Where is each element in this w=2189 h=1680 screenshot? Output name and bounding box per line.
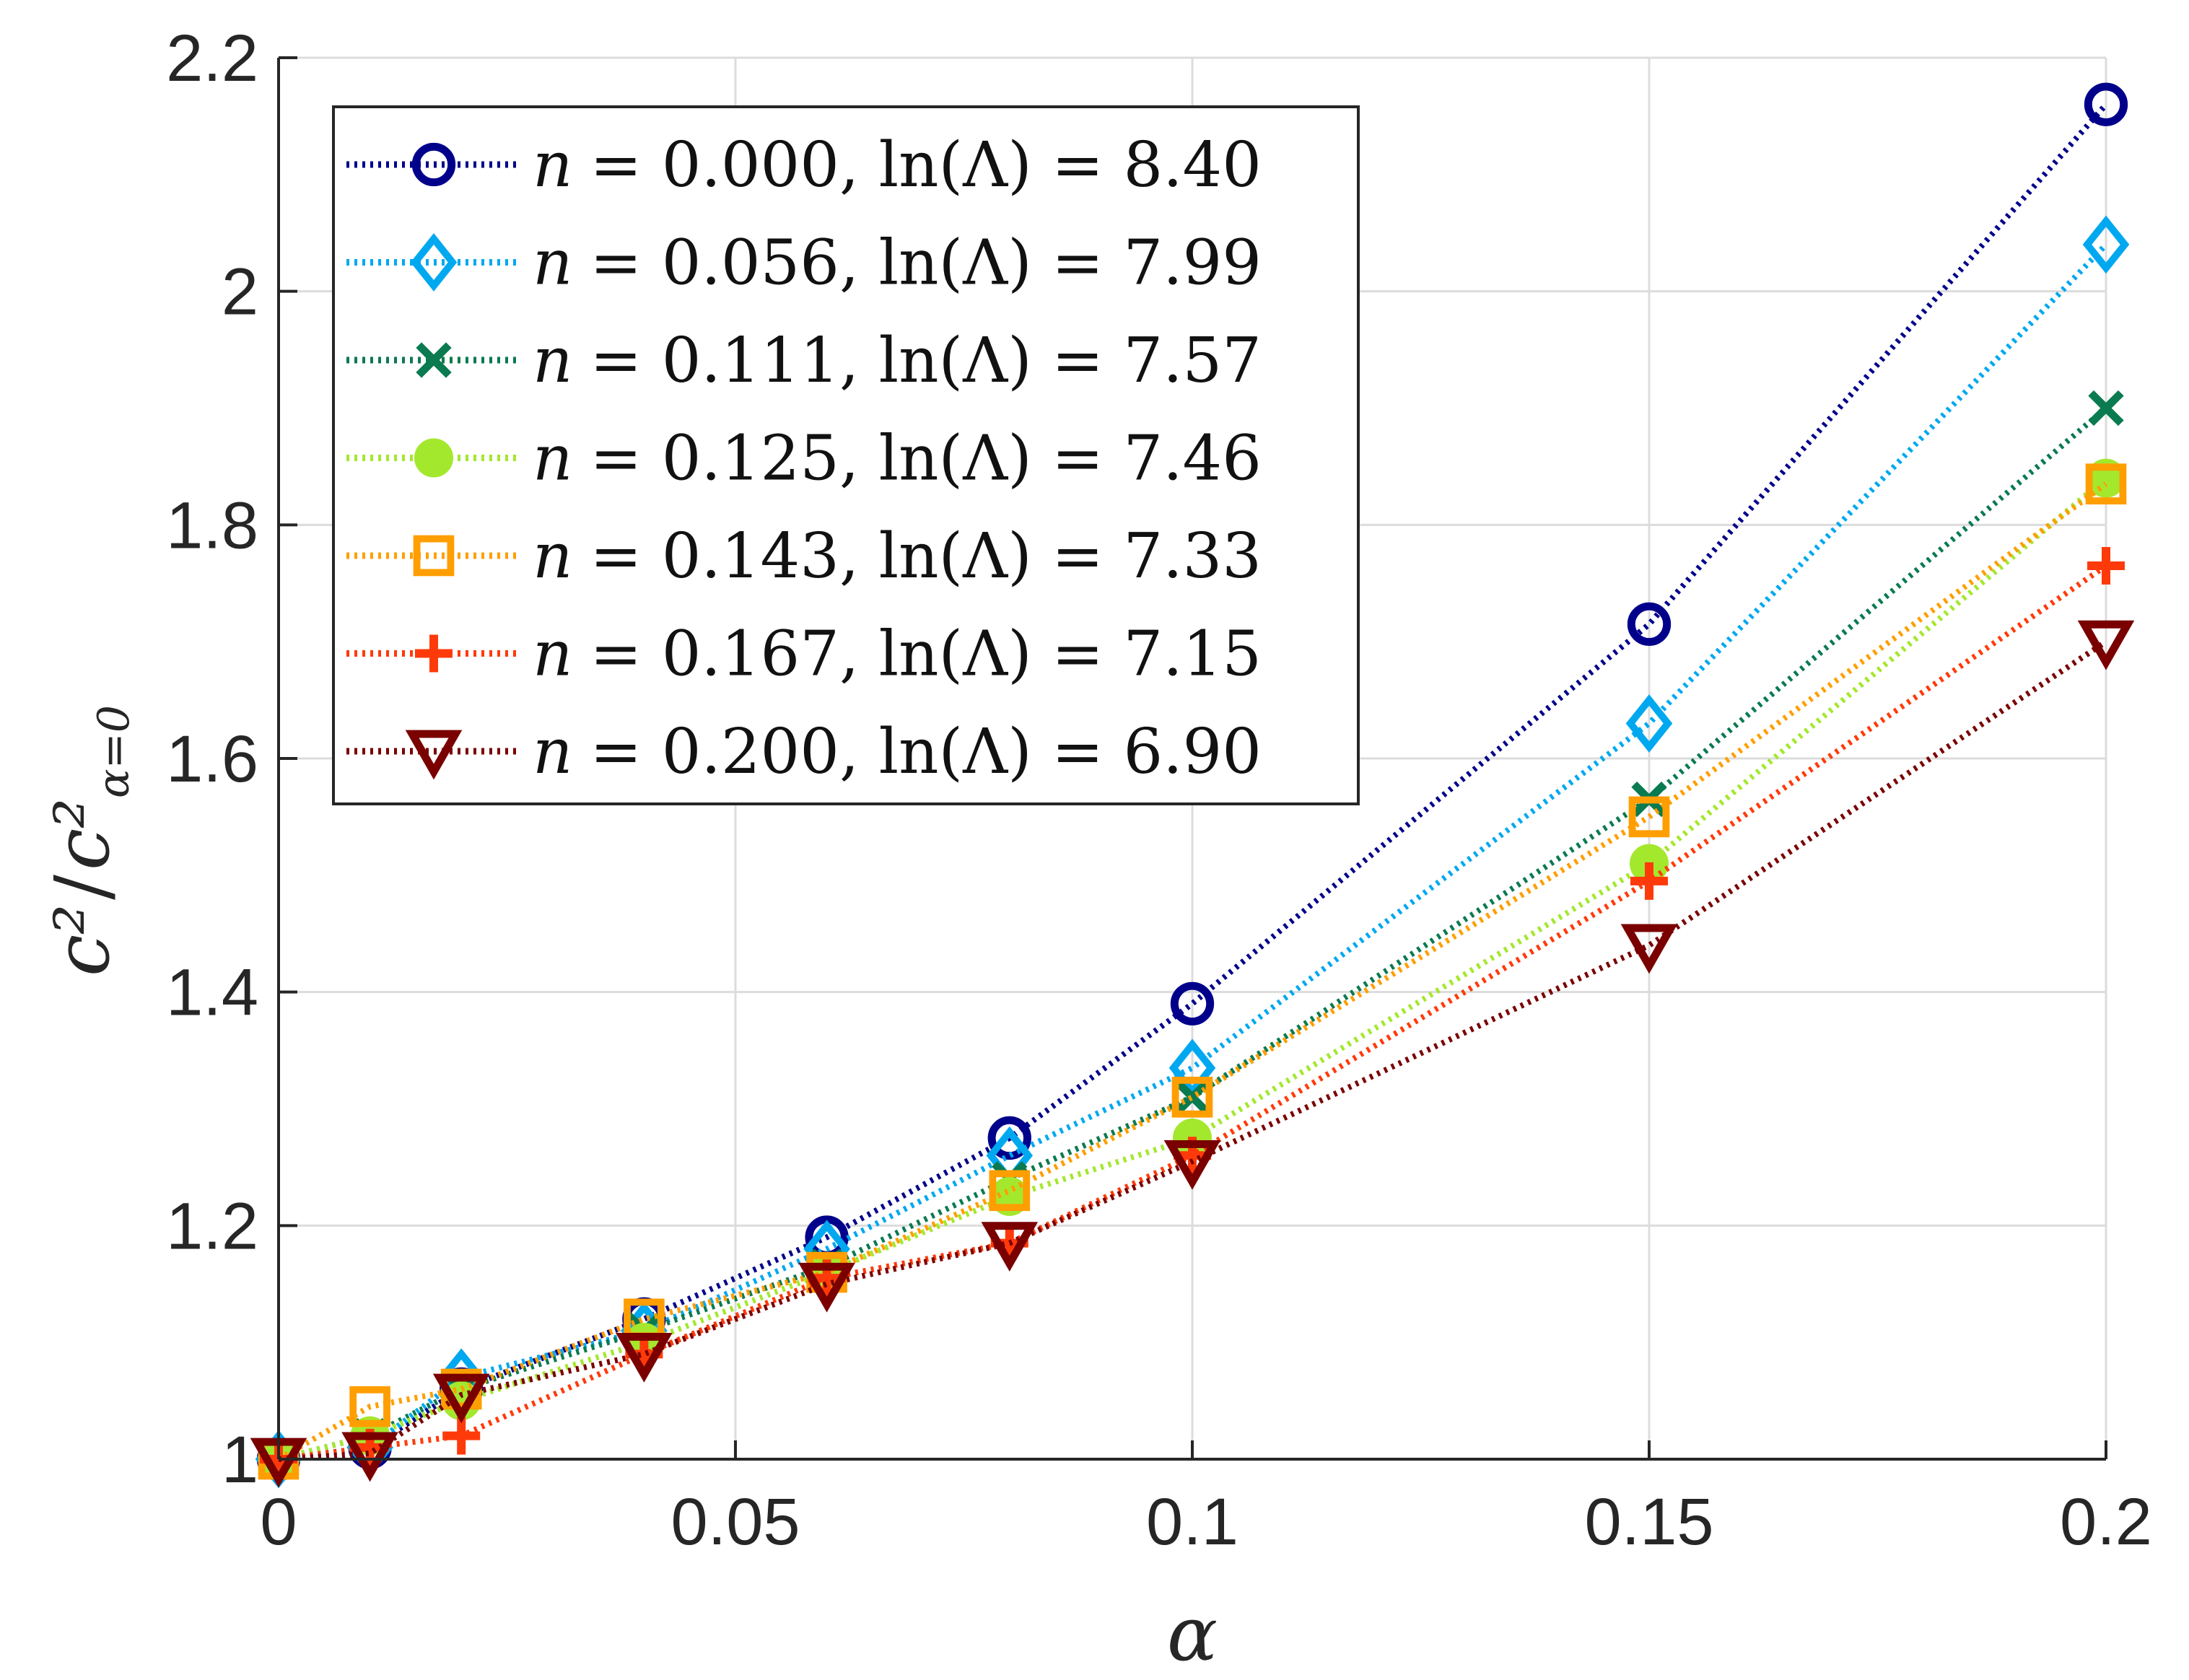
legend-item: n = 0.111, ln(Λ) = 7.57 xyxy=(346,325,1262,397)
data-point xyxy=(1174,1079,1210,1115)
data-point xyxy=(1170,981,1215,1026)
legend-label: n = 0.111, ln(Λ) = 7.57 xyxy=(533,325,1262,397)
legend-n: n xyxy=(533,520,572,592)
legend-rest: = 0.111, ln(Λ) = 7.57 xyxy=(590,325,1262,397)
data-point xyxy=(989,1170,1031,1212)
series-line xyxy=(278,406,2108,1462)
legend-n: n xyxy=(533,227,572,299)
data-point xyxy=(798,1262,855,1313)
marker-circle xyxy=(411,142,456,187)
legend-item: n = 0.125, ln(Λ) = 7.46 xyxy=(346,423,1262,495)
legend-label: n = 0.056, ln(Λ) = 7.99 xyxy=(533,227,1262,299)
data-point xyxy=(987,1116,1031,1160)
svg-text:c²/c²α=0: c²/c²α=0 xyxy=(38,705,139,976)
axes xyxy=(277,56,2107,1461)
data-point xyxy=(2088,390,2124,426)
marker-triangle-down xyxy=(405,730,463,780)
legend: n = 0.000, ln(Λ) = 8.40n = 0.056, ln(Λ) = … xyxy=(332,105,1360,805)
y-label-sep: / xyxy=(38,874,126,900)
data-point xyxy=(2082,215,2130,274)
x-tick-label: 0.15 xyxy=(1584,1485,1713,1559)
legend-item: n = 0.200, ln(Λ) = 6.90 xyxy=(346,716,1262,788)
x-tick-label: 0.05 xyxy=(670,1485,800,1559)
data-point xyxy=(2077,620,2135,670)
data-point xyxy=(2087,546,2125,585)
legend-rest: = 0.200, ln(Λ) = 6.90 xyxy=(590,716,1262,788)
legend-item: n = 0.056, ln(Λ) = 7.99 xyxy=(346,227,1262,299)
x-tick-labels: 0 0.05 0.1 0.15 0.2 xyxy=(260,1485,2152,1559)
marker-filled-circle xyxy=(414,438,453,478)
y-tick-label: 1.6 xyxy=(166,722,258,796)
series-line xyxy=(278,242,2108,1462)
data-point xyxy=(349,1386,390,1427)
marker-plus xyxy=(415,634,453,673)
y-tick-labels: 1 1.2 1.4 1.6 1.8 2 2.2 xyxy=(166,22,258,1497)
x-tick-label: 0.1 xyxy=(1146,1485,1238,1559)
data-point xyxy=(1628,796,1670,838)
y-tick-label: 2.2 xyxy=(166,22,258,95)
x-tick-label: 0 xyxy=(260,1485,297,1559)
data-point xyxy=(1168,1038,1216,1098)
legend-label: n = 0.143, ln(Λ) = 7.33 xyxy=(533,520,1262,592)
y-tick-label: 1.2 xyxy=(166,1189,258,1263)
x-axis-label: α xyxy=(1167,1590,1218,1678)
legend-box xyxy=(332,105,1360,805)
y-tick-label: 1.4 xyxy=(166,956,258,1030)
marker-x xyxy=(416,342,452,378)
y-tick-label: 2 xyxy=(222,255,258,329)
legend-n: n xyxy=(533,716,572,788)
legend-rest: = 0.143, ln(Λ) = 7.33 xyxy=(590,520,1262,592)
data-point xyxy=(616,1332,673,1383)
data-point xyxy=(341,1432,398,1482)
series-layer xyxy=(250,82,2135,1489)
marker-diamond xyxy=(410,233,458,292)
data-point xyxy=(981,1222,1039,1272)
legend-rest: = 0.125, ln(Λ) = 7.46 xyxy=(590,423,1262,495)
legend-label: n = 0.125, ln(Λ) = 7.46 xyxy=(533,423,1262,495)
legend-n: n xyxy=(533,423,572,495)
legend-n: n xyxy=(533,325,572,397)
legend-label: n = 0.200, ln(Λ) = 6.90 xyxy=(533,716,1262,788)
legend-item: n = 0.000, ln(Λ) = 8.40 xyxy=(346,129,1262,201)
series-line xyxy=(278,639,2108,1462)
series-line xyxy=(277,481,2108,1462)
legend-item: n = 0.167, ln(Λ) = 7.15 xyxy=(346,618,1262,691)
y-label-main: c² xyxy=(38,904,126,976)
legend-item: n = 0.143, ln(Λ) = 7.33 xyxy=(346,520,1262,592)
y-tick-label: 1.8 xyxy=(166,489,258,562)
data-point xyxy=(1630,862,1668,900)
data-point xyxy=(1627,602,1672,647)
legend-label: n = 0.000, ln(Λ) = 8.40 xyxy=(533,129,1262,201)
data-point xyxy=(1620,924,1678,974)
marker-square xyxy=(413,535,455,577)
legend-n: n xyxy=(533,129,572,201)
series-6 xyxy=(250,620,2135,1488)
data-point xyxy=(2085,463,2127,505)
data-point xyxy=(432,1373,490,1424)
y-label-denom: c² xyxy=(38,798,126,870)
data-point xyxy=(1163,1139,1221,1190)
data-point xyxy=(1171,1077,1213,1118)
y-label-denom-sub: α=0 xyxy=(89,705,139,798)
series-line xyxy=(278,102,2109,1462)
y-tick-label: 1 xyxy=(222,1423,258,1497)
legend-label: n = 0.167, ln(Λ) = 7.15 xyxy=(533,618,1262,691)
legend-rest: = 0.000, ln(Λ) = 8.40 xyxy=(590,129,1262,201)
legend-rest: = 0.167, ln(Λ) = 7.15 xyxy=(590,618,1262,691)
data-point xyxy=(1625,694,1673,753)
x-tick-label: 0.2 xyxy=(2060,1485,2152,1559)
legend-rest: = 0.056, ln(Λ) = 7.99 xyxy=(590,227,1262,299)
legend-n: n xyxy=(533,618,572,691)
data-point xyxy=(2084,82,2128,126)
y-axis-label: c²/c²α=0 xyxy=(38,705,139,976)
